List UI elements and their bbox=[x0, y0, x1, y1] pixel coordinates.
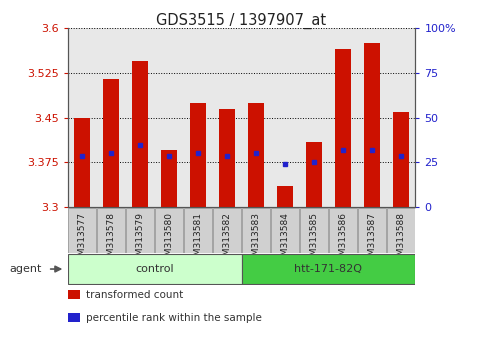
Bar bbox=[364, 43, 380, 207]
Text: GDS3515 / 1397907_at: GDS3515 / 1397907_at bbox=[156, 12, 327, 29]
FancyBboxPatch shape bbox=[300, 207, 328, 253]
Text: GSM313584: GSM313584 bbox=[281, 212, 289, 267]
Text: GSM313583: GSM313583 bbox=[252, 212, 260, 267]
FancyBboxPatch shape bbox=[387, 207, 415, 253]
Text: GSM313577: GSM313577 bbox=[78, 212, 86, 267]
FancyBboxPatch shape bbox=[358, 207, 386, 253]
Bar bbox=[103, 79, 119, 207]
Text: GSM313582: GSM313582 bbox=[223, 212, 231, 267]
Bar bbox=[248, 103, 264, 207]
Bar bbox=[132, 61, 148, 207]
FancyBboxPatch shape bbox=[329, 207, 357, 253]
FancyBboxPatch shape bbox=[271, 207, 299, 253]
Bar bbox=[277, 186, 293, 207]
Text: GSM313580: GSM313580 bbox=[165, 212, 173, 267]
FancyBboxPatch shape bbox=[97, 207, 125, 253]
FancyBboxPatch shape bbox=[213, 207, 241, 253]
Bar bbox=[306, 142, 322, 207]
Text: GSM313587: GSM313587 bbox=[368, 212, 376, 267]
Bar bbox=[74, 118, 90, 207]
Text: agent: agent bbox=[10, 264, 42, 274]
Text: htt-171-82Q: htt-171-82Q bbox=[295, 264, 362, 274]
Text: GSM313586: GSM313586 bbox=[339, 212, 347, 267]
Text: control: control bbox=[135, 264, 174, 274]
Text: GSM313579: GSM313579 bbox=[136, 212, 144, 267]
FancyBboxPatch shape bbox=[126, 207, 154, 253]
FancyBboxPatch shape bbox=[242, 207, 270, 253]
Text: GSM313585: GSM313585 bbox=[310, 212, 318, 267]
Bar bbox=[161, 150, 177, 207]
FancyBboxPatch shape bbox=[242, 254, 415, 284]
Text: GSM313581: GSM313581 bbox=[194, 212, 202, 267]
Text: GSM313588: GSM313588 bbox=[397, 212, 405, 267]
Text: GSM313578: GSM313578 bbox=[107, 212, 115, 267]
FancyBboxPatch shape bbox=[68, 207, 96, 253]
Bar bbox=[219, 109, 235, 207]
Bar bbox=[335, 49, 351, 207]
Bar bbox=[393, 112, 409, 207]
FancyBboxPatch shape bbox=[184, 207, 212, 253]
Bar bbox=[190, 103, 206, 207]
FancyBboxPatch shape bbox=[155, 207, 183, 253]
FancyBboxPatch shape bbox=[68, 254, 242, 284]
Text: percentile rank within the sample: percentile rank within the sample bbox=[86, 313, 262, 323]
Text: transformed count: transformed count bbox=[86, 290, 183, 300]
